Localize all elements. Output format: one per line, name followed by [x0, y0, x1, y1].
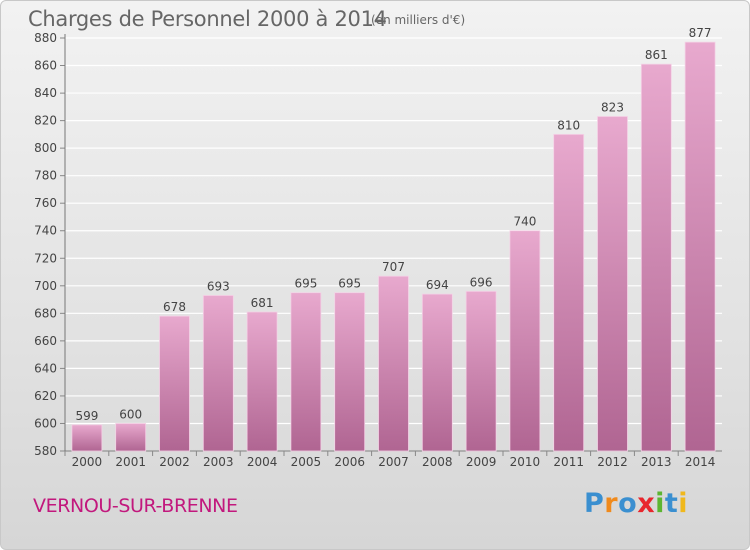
bar	[640, 63, 672, 452]
x-tick-label: 2010	[510, 455, 541, 469]
y-tick-label: 720	[34, 251, 57, 265]
bar	[378, 275, 409, 452]
y-tick-label: 780	[34, 169, 57, 183]
proxiti-logo: Proxiti	[584, 488, 688, 519]
x-tick-label: 2007	[378, 455, 409, 469]
bar-value-label: 810	[557, 118, 580, 132]
bar	[553, 133, 585, 452]
bar-value-label: 707	[382, 260, 405, 274]
x-tick-label: 2002	[159, 455, 190, 469]
x-tick-label: 2011	[553, 455, 584, 469]
bar	[115, 423, 147, 452]
y-tick-label: 840	[34, 86, 57, 100]
y-tick-label: 640	[34, 361, 57, 375]
logo-letter: i	[678, 488, 689, 519]
bar-value-label: 678	[163, 300, 186, 314]
bar-value-label: 599	[75, 409, 98, 423]
bar	[334, 292, 366, 452]
bar	[465, 290, 497, 452]
bar	[421, 293, 453, 452]
bar	[290, 292, 322, 452]
logo-letter: x	[637, 488, 656, 519]
bar	[509, 230, 541, 452]
y-tick-label: 820	[34, 114, 57, 128]
bar	[202, 295, 234, 452]
bar-value-label: 681	[251, 296, 274, 310]
y-tick-label: 760	[34, 196, 57, 210]
chart-subtitle: (en milliers d'€)	[371, 13, 466, 27]
logo-letter: i	[655, 488, 665, 519]
logo-letter: t	[664, 488, 679, 519]
bar	[246, 311, 278, 452]
bar-value-label: 600	[119, 407, 142, 421]
y-tick-label: 680	[34, 306, 57, 320]
x-tick-label: 2000	[72, 455, 103, 469]
bar-value-label: 695	[338, 277, 361, 291]
logo-letter: o	[618, 488, 638, 519]
y-tick-label: 860	[34, 59, 57, 73]
y-tick-label: 620	[34, 389, 57, 403]
x-tick-label: 2008	[422, 455, 453, 469]
x-tick-label: 2005	[291, 455, 322, 469]
y-tick-label: 600	[34, 416, 57, 430]
x-tick-label: 2004	[247, 455, 278, 469]
x-tick-label: 2009	[466, 455, 497, 469]
y-tick-label: 740	[34, 224, 57, 238]
x-tick-label: 2013	[641, 455, 672, 469]
x-tick-label: 2012	[597, 455, 628, 469]
bar-value-label: 740	[513, 215, 536, 229]
x-tick-label: 2003	[203, 455, 234, 469]
bar-value-label: 693	[207, 279, 230, 293]
y-tick-label: 700	[34, 279, 57, 293]
logo-letter: P	[584, 488, 605, 519]
x-tick-label: 2006	[334, 455, 365, 469]
bar-value-label: 861	[645, 48, 668, 62]
x-tick-label: 2001	[115, 455, 146, 469]
bar-value-label: 696	[470, 275, 493, 289]
bar-value-label: 823	[601, 100, 624, 114]
y-tick-label: 800	[34, 141, 57, 155]
chart-title: Charges de Personnel 2000 à 2014	[28, 7, 387, 31]
logo-letter: r	[604, 488, 619, 519]
bar-value-label: 877	[689, 26, 712, 40]
bar-value-label: 695	[294, 277, 317, 291]
y-tick-label: 580	[34, 444, 57, 458]
bar	[684, 41, 716, 452]
y-tick-label: 660	[34, 334, 57, 348]
bar	[597, 116, 628, 452]
bar	[71, 424, 103, 452]
bar	[159, 315, 190, 452]
bar-value-label: 694	[426, 278, 449, 292]
x-tick-label: 2014	[685, 455, 716, 469]
y-tick-label: 880	[34, 31, 57, 45]
place-name: VERNOU-SUR-BRENNE	[33, 495, 238, 517]
